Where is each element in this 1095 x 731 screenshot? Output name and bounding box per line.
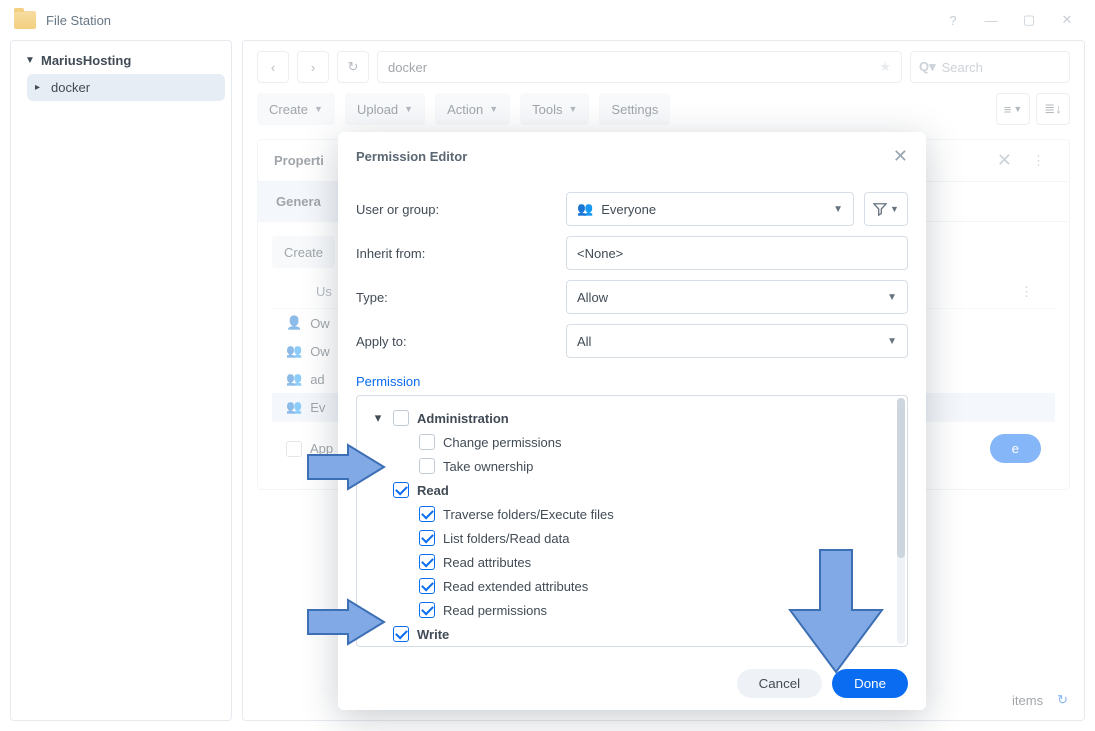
permission-row: Change permissions <box>371 430 893 454</box>
permission-row: Traverse folders/Execute files <box>371 502 893 526</box>
scrollbar[interactable] <box>897 398 905 644</box>
chevron-down-icon: ▼ <box>25 55 35 66</box>
permission-checkbox[interactable] <box>393 482 409 498</box>
permission-label: Read <box>417 483 449 498</box>
maximize-icon[interactable]: ▢ <box>1015 6 1043 34</box>
select-apply-to-value: All <box>577 334 591 349</box>
field-inherit: <None> <box>566 236 908 270</box>
chevron-down-icon: ▼ <box>887 292 897 303</box>
permission-label: Administration <box>417 411 509 426</box>
titlebar: File Station ? — ▢ ✕ <box>0 0 1095 40</box>
filter-button[interactable]: ▼ <box>864 192 908 226</box>
dialog-close-icon[interactable]: ✕ <box>893 146 908 167</box>
app-title: File Station <box>46 13 111 28</box>
label-inherit: Inherit from: <box>356 246 556 261</box>
permission-label: List folders/Read data <box>443 531 569 546</box>
permission-row: ▾ Administration <box>371 406 893 430</box>
chevron-down-icon: ▼ <box>887 336 897 347</box>
label-apply-to: Apply to: <box>356 334 556 349</box>
permission-checkbox[interactable] <box>419 530 435 546</box>
funnel-icon <box>873 202 887 216</box>
permission-checkbox[interactable] <box>419 458 435 474</box>
select-user-group-value: Everyone <box>601 202 656 217</box>
chevron-down-icon: ▼ <box>833 204 843 215</box>
arrow-annotation <box>306 443 386 491</box>
chevron-down-icon: ▼ <box>890 204 899 214</box>
permission-label: Read attributes <box>443 555 531 570</box>
label-user-group: User or group: <box>356 202 556 217</box>
select-user-group[interactable]: 👥 Everyone ▼ <box>566 192 854 226</box>
tree-root[interactable]: ▼ MariusHosting <box>17 47 225 74</box>
twisty-icon[interactable]: ▾ <box>371 410 385 426</box>
permission-checkbox[interactable] <box>419 506 435 522</box>
permission-row: Read <box>371 478 893 502</box>
select-type-value: Allow <box>577 290 608 305</box>
tree-root-label: MariusHosting <box>41 53 131 68</box>
section-permission: Permission <box>356 374 908 389</box>
permission-checkbox[interactable] <box>419 554 435 570</box>
app-icon <box>14 11 36 29</box>
permission-label: Write <box>417 627 449 642</box>
close-icon[interactable]: ✕ <box>1053 6 1081 34</box>
scrollbar-thumb[interactable] <box>897 398 905 558</box>
minimize-icon[interactable]: — <box>977 6 1005 34</box>
dialog-title: Permission Editor <box>356 149 467 164</box>
sidebar: ▼ MariusHosting ▸ docker <box>10 40 232 721</box>
help-icon[interactable]: ? <box>939 6 967 34</box>
permission-label: Read extended attributes <box>443 579 588 594</box>
select-apply-to[interactable]: All ▼ <box>566 324 908 358</box>
permission-checkbox[interactable] <box>393 410 409 426</box>
permission-checkbox[interactable] <box>419 578 435 594</box>
tree-item-label: docker <box>51 80 90 95</box>
chevron-right-icon: ▸ <box>35 82 45 93</box>
group-icon: 👥 <box>577 201 593 217</box>
label-type: Type: <box>356 290 556 305</box>
permission-label: Traverse folders/Execute files <box>443 507 614 522</box>
select-type[interactable]: Allow ▼ <box>566 280 908 314</box>
field-inherit-value: <None> <box>577 246 623 261</box>
permission-label: Change permissions <box>443 435 562 450</box>
permission-checkbox[interactable] <box>419 434 435 450</box>
arrow-annotation <box>786 546 886 676</box>
permission-label: Take ownership <box>443 459 533 474</box>
permission-checkbox[interactable] <box>419 602 435 618</box>
permission-label: Read permissions <box>443 603 547 618</box>
permission-checkbox[interactable] <box>393 626 409 642</box>
tree-item-docker[interactable]: ▸ docker <box>27 74 225 101</box>
permission-row: Take ownership <box>371 454 893 478</box>
arrow-annotation <box>306 598 386 646</box>
